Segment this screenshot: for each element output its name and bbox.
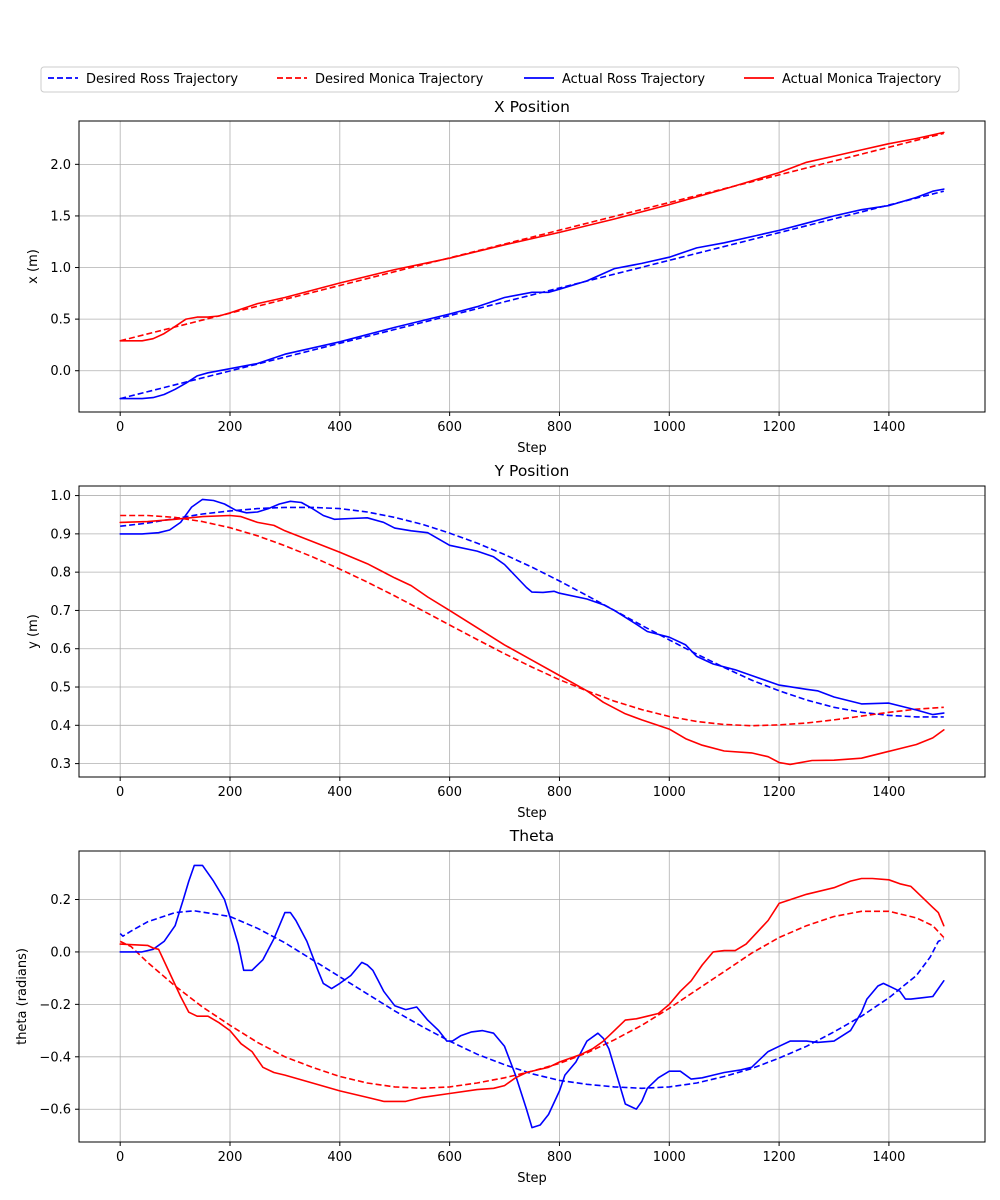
legend-frame [40, 66, 960, 93]
x-position-panel: X Position 0 200 400 600 800 1000 1200 14000.00… [26, 98, 986, 456]
chart-title: Y Position [494, 462, 570, 480]
y-tick-label: 1.0 [50, 489, 71, 504]
grid [79, 851, 985, 1142]
x-axis-label: Step [517, 1171, 547, 1186]
y-tick-label: 1.0 [50, 261, 71, 276]
plot-area [119, 498, 945, 766]
y-tick-label: 0.6 [50, 642, 71, 657]
x-tick-label: 200 [218, 1150, 243, 1165]
y-tick-label: 0.5 [50, 313, 71, 328]
chart-title: X Position [494, 98, 570, 116]
x-tick-label: 400 [327, 1150, 352, 1165]
series-line-actual-ross-trajectory [119, 498, 945, 716]
y-axis-label: theta (radians) [15, 948, 30, 1045]
x-tick-label: 400 [327, 785, 352, 800]
series-line-desired-ross-trajectory [119, 909, 945, 1090]
x-tick-label: 200 [218, 785, 243, 800]
x-axis-label: Step [517, 806, 547, 821]
y-tick-label: 0.0 [50, 945, 71, 960]
legend-label: Desired Monica Trajectory [315, 72, 484, 87]
axes-frame [78, 120, 986, 413]
y-tick-label: −0.4 [39, 1050, 71, 1065]
y-tick-label: 0.5 [50, 681, 71, 696]
x-tick-label: 800 [547, 420, 572, 435]
x-tick-label: 1000 [653, 420, 686, 435]
x-tick-label: 1400 [872, 1150, 905, 1165]
x-tick-label: 200 [218, 420, 243, 435]
x-tick-label: 600 [437, 1150, 462, 1165]
x-tick-label: 800 [547, 1150, 572, 1165]
y-tick-label: 0.8 [50, 566, 71, 581]
legend: Desired Ross Trajectory Desired Monica T… [40, 66, 960, 93]
series-line-actual-monica-trajectory [119, 514, 945, 766]
x-tick-label: 600 [437, 420, 462, 435]
legend-label: Actual Monica Trajectory [782, 72, 942, 87]
x-tick-label: 0 [116, 420, 124, 435]
x-tick-label: 1400 [872, 785, 905, 800]
y-tick-label: 2.0 [50, 158, 71, 173]
x-tick-label: 1400 [872, 420, 905, 435]
y-tick-label: 0.3 [50, 757, 71, 772]
series-line-actual-monica-trajectory [119, 877, 945, 1103]
legend-entry-desired-ross: Desired Ross Trajectory [48, 72, 238, 87]
series-line-desired-ross-trajectory [120, 190, 944, 400]
legend-entry-actual-monica: Actual Monica Trajectory [744, 72, 942, 87]
x-tick-label: 1200 [763, 420, 796, 435]
series-line-actual-ross-trajectory [119, 188, 945, 400]
theta-panel: Theta 0 200 400 600 800 1000 1200 1400 −0.6 −0.4 −… [15, 827, 986, 1186]
y-axis-label: x (m) [26, 249, 41, 284]
ticks: 0 200 400 600 800 1000 1200 1400 −0.6 −0.4 −0.2 0.0… [39, 893, 905, 1165]
series-line-desired-monica-trajectory [120, 514, 944, 727]
axes-frame [78, 850, 986, 1143]
y-tick-label: 0.2 [50, 893, 71, 908]
y-tick-label: 0.9 [50, 527, 71, 542]
y-tick-label: 1.5 [50, 209, 71, 224]
ticks: 0 200 400 600 800 1000 1200 1400 0.3 0.4 0.5 0.6 0.7… [50, 489, 905, 800]
series-line-desired-monica-trajectory [120, 132, 944, 342]
grid [79, 486, 985, 777]
x-tick-label: 1000 [653, 1150, 686, 1165]
x-tick-label: 800 [547, 785, 572, 800]
axes-frame [78, 485, 986, 778]
legend-label: Desired Ross Trajectory [86, 72, 238, 87]
legend-entry-actual-ross: Actual Ross Trajectory [524, 72, 705, 87]
legend-label: Actual Ross Trajectory [562, 72, 705, 87]
x-tick-label: 400 [327, 420, 352, 435]
x-axis-label: Step [517, 441, 547, 456]
y-tick-label: −0.6 [39, 1103, 71, 1118]
plot-area [119, 131, 945, 400]
y-position-panel: Y Position 0 200 400 600 800 1000 1200 14000.30… [26, 462, 986, 821]
y-axis-label: y (m) [26, 614, 41, 649]
y-tick-label: −0.2 [39, 998, 71, 1013]
x-tick-label: 1200 [763, 785, 796, 800]
series-line-actual-ross-trajectory [119, 864, 945, 1129]
x-tick-label: 600 [437, 785, 462, 800]
plot-area [119, 864, 945, 1129]
x-tick-label: 0 [116, 1150, 124, 1165]
ticks: 0 200 400 600 800 1000 1200 1400 0.0 0.5 1.0 1.5 2.0 [50, 158, 905, 435]
x-tick-label: 1000 [653, 785, 686, 800]
legend-entry-desired-monica: Desired Monica Trajectory [277, 72, 484, 87]
y-tick-label: 0.0 [50, 364, 71, 379]
x-tick-label: 0 [116, 785, 124, 800]
chart-title: Theta [509, 827, 554, 845]
y-tick-label: 0.7 [50, 604, 71, 619]
series-line-actual-monica-trajectory [119, 131, 945, 342]
series-line-desired-ross-trajectory [120, 506, 944, 718]
x-tick-label: 1200 [763, 1150, 796, 1165]
y-tick-label: 0.4 [50, 719, 71, 734]
